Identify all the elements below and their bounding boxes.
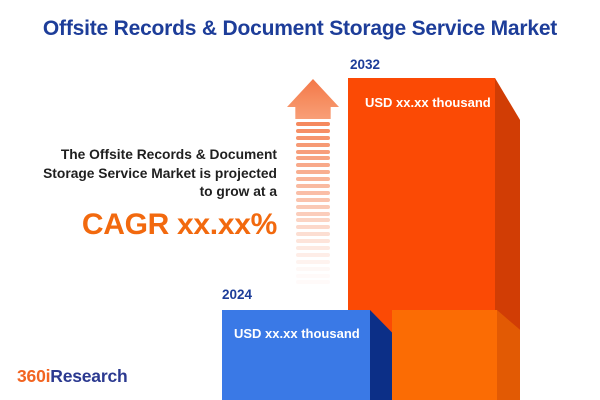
bar-2024-value-label: USD xx.xx thousand [234,326,360,341]
growth-arrow-stripe [296,204,330,209]
growth-arrow-stripes [296,122,330,287]
bar-2032-year-label: 2032 [350,57,381,72]
growth-arrow-stripe [296,259,330,264]
base-box-front-face [392,310,497,400]
growth-arrow-stripe [296,177,330,182]
growth-arrow-stripe [296,225,330,230]
cagr-value: CAGR xx.xx% [81,207,277,241]
growth-arrow-stripe [296,122,330,126]
growth-arrow-stripe [296,163,330,168]
brand-logo-research: Research [50,366,128,386]
growth-arrow-stripe [296,197,330,202]
growth-arrow-stripe [296,211,330,216]
bar-2024-year-label: 2024 [222,287,253,302]
bar-2032-value-label: USD xx.xx thousand [365,95,491,110]
growth-arrow-stripe [296,184,330,189]
growth-arrow-stripe [296,128,330,133]
growth-arrow-stripe [296,232,330,237]
growth-arrow-stripe [296,239,330,244]
growth-arrow-stripe [296,170,330,175]
growth-arrow-stripe [296,280,330,285]
growth-arrow-stripe [296,149,330,154]
bar-2024-side-face [370,310,392,400]
growth-arrow-stripe [296,218,330,223]
annotation-line: The Offsite Records & Document [60,147,277,162]
annotation-line: to grow at a [199,184,277,199]
growth-arrow-stripe [296,252,330,257]
growth-arrow-stripe [296,273,330,278]
base-box-side-face [497,310,520,400]
bar-2024-front-face [222,310,370,400]
page-title: Offsite Records & Document Storage Servi… [42,17,558,40]
brand-logo: 360iResearch [17,366,128,387]
growth-arrow-stripe [296,135,330,140]
growth-arrow-stripe [296,156,330,161]
growth-arrow-stripe [296,266,330,271]
annotation-line: Storage Service Market is projected [43,165,277,181]
annotation-block: The Offsite Records & Document Storage S… [0,146,277,242]
brand-logo-360i: 360i [17,366,51,386]
growth-arrow-icon [287,79,339,119]
growth-arrow-stripe [296,142,330,147]
growth-arrow-stripe [296,246,330,251]
growth-arrow-stripe [296,190,330,195]
